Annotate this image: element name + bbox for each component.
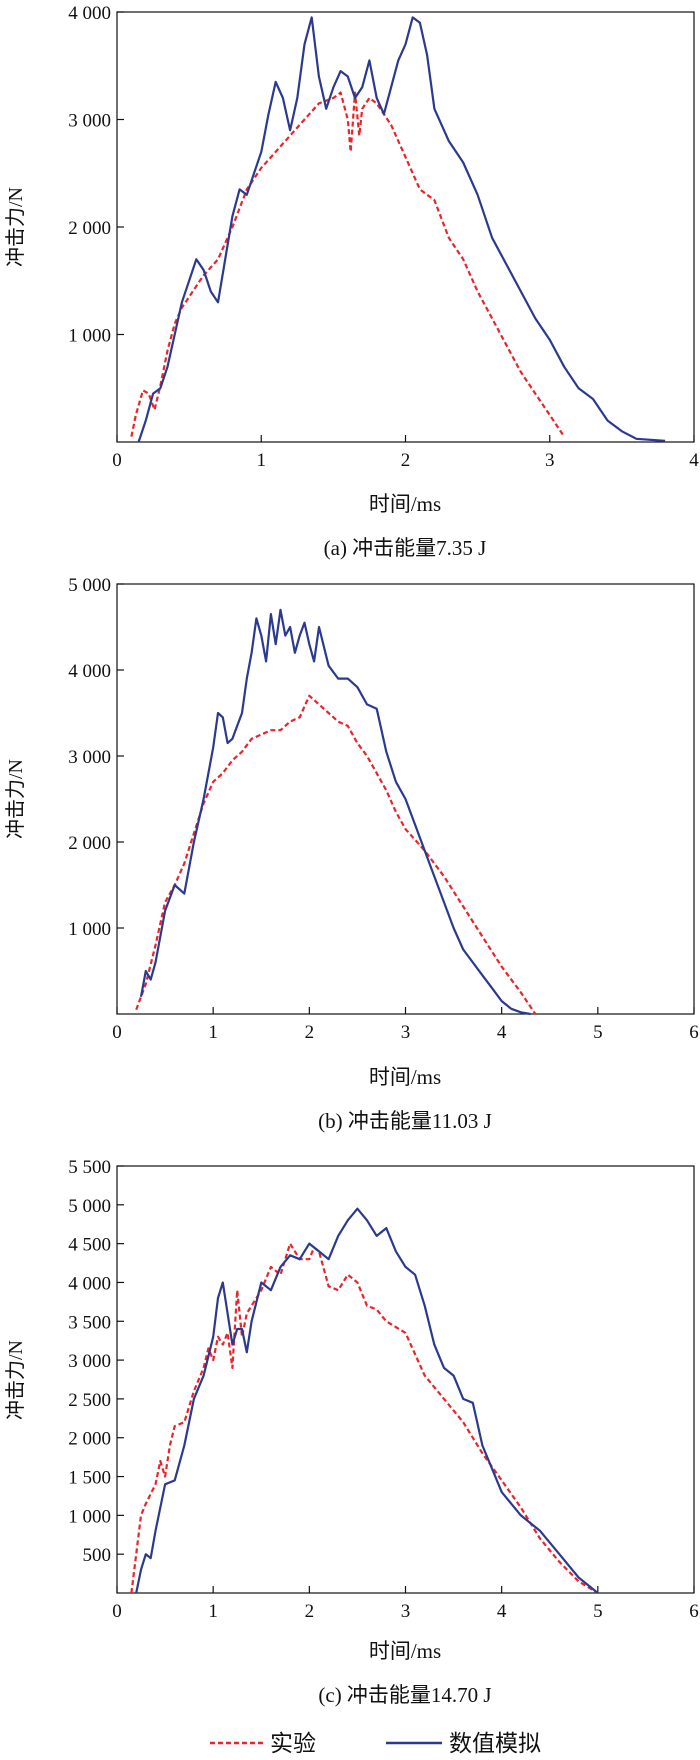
axis-ticks: 0 1 2 3 4 5 6 500 1 000 1 500 2 000 2 500 3 000 3 500… (68, 1157, 699, 1622)
panel-caption: (c) 冲击能量14.70 J (318, 1683, 491, 1707)
x-axis-label: 时间/ms (369, 1065, 441, 1089)
y-tick-label: 5 000 (68, 575, 111, 596)
axis-ticks: 0 1 2 3 4 1 000 2 000 3 000 4 000 (68, 3, 699, 471)
y-tick-label: 1 000 (68, 919, 111, 940)
legend-experiment-label: 实验 (270, 1731, 316, 1756)
y-tick-label: 5 500 (68, 1157, 111, 1178)
x-tick-label: 3 (545, 450, 555, 471)
y-tick-label: 3 000 (68, 1351, 111, 1372)
experiment-series (130, 91, 566, 438)
y-axis-label: 冲击力/N (4, 187, 27, 267)
simulation-series (135, 1207, 599, 1594)
x-tick-label: 3 (401, 1601, 411, 1622)
y-tick-label: 500 (83, 1545, 112, 1566)
y-axis-label: 冲击力/N (4, 1340, 27, 1420)
simulation-series (137, 16, 666, 443)
simulation-line (137, 16, 666, 443)
y-tick-label: 4 000 (68, 3, 111, 24)
plot-frame (116, 11, 695, 443)
x-tick-label: 4 (497, 1022, 507, 1043)
experiment-series (135, 694, 537, 1015)
x-tick-label: 6 (689, 1601, 699, 1622)
x-tick-label: 4 (689, 450, 699, 471)
panel-caption: (a) 冲击能量7.35 J (324, 536, 487, 560)
y-tick-label: 3 000 (68, 747, 111, 768)
experiment-line (130, 1242, 599, 1594)
y-axis-label: 冲击力/N (4, 759, 27, 839)
x-tick-label: 6 (689, 1022, 699, 1043)
x-tick-label: 0 (112, 1601, 122, 1622)
x-tick-label: 5 (593, 1601, 603, 1622)
x-tick-label: 2 (401, 450, 411, 471)
y-tick-label: 1 000 (68, 326, 111, 347)
x-axis-label: 时间/ms (369, 1639, 441, 1663)
x-tick-label: 1 (257, 450, 267, 471)
x-tick-label: 0 (112, 450, 122, 471)
y-tick-label: 5 000 (68, 1196, 111, 1217)
x-tick-label: 1 (208, 1022, 218, 1043)
axis-ticks: 0 1 2 3 4 5 6 1 000 2 000 3 000 4 000 5 000 (68, 575, 699, 1043)
simulation-series (139, 608, 531, 1016)
x-tick-label: 0 (112, 1022, 122, 1043)
experiment-line (135, 694, 537, 1015)
panel-c: 0 1 2 3 4 5 6 500 1 000 1 500 2 000 2 500 3 000 3 500… (4, 1157, 699, 1707)
panel-b: 0 1 2 3 4 5 6 1 000 2 000 3 000 4 000 5 000 冲击力/N 时… (4, 575, 699, 1133)
x-tick-label: 4 (497, 1601, 507, 1622)
y-tick-label: 3 000 (68, 111, 111, 132)
panel-caption: (b) 冲击能量11.03 J (318, 1109, 492, 1133)
y-tick-label: 4 000 (68, 661, 111, 682)
y-tick-label: 2 000 (68, 833, 111, 854)
x-tick-label: 1 (208, 1601, 218, 1622)
legend: 实验 数值模拟 (210, 1731, 541, 1756)
x-tick-label: 2 (305, 1601, 315, 1622)
experiment-series (130, 1242, 599, 1594)
y-tick-label: 2 500 (68, 1390, 111, 1411)
x-tick-label: 3 (401, 1022, 411, 1043)
legend-simulation-label: 数值模拟 (449, 1731, 541, 1756)
y-tick-label: 4 000 (68, 1273, 111, 1294)
plot-frame (116, 1165, 695, 1594)
simulation-line (135, 1207, 599, 1594)
y-tick-label: 3 500 (68, 1312, 111, 1333)
x-tick-label: 2 (305, 1022, 315, 1043)
y-tick-label: 1 500 (68, 1468, 111, 1489)
experiment-line (130, 91, 566, 438)
panel-a: 0 1 2 3 4 1 000 2 000 3 000 4 000 冲击力/N 时间/ms (a… (4, 3, 699, 560)
y-tick-label: 2 000 (68, 218, 111, 239)
x-tick-label: 5 (593, 1022, 603, 1043)
y-tick-label: 2 000 (68, 1429, 111, 1450)
y-tick-label: 4 500 (68, 1235, 111, 1256)
x-axis-label: 时间/ms (369, 492, 441, 516)
simulation-line (139, 608, 531, 1016)
y-tick-label: 1 000 (68, 1506, 111, 1527)
